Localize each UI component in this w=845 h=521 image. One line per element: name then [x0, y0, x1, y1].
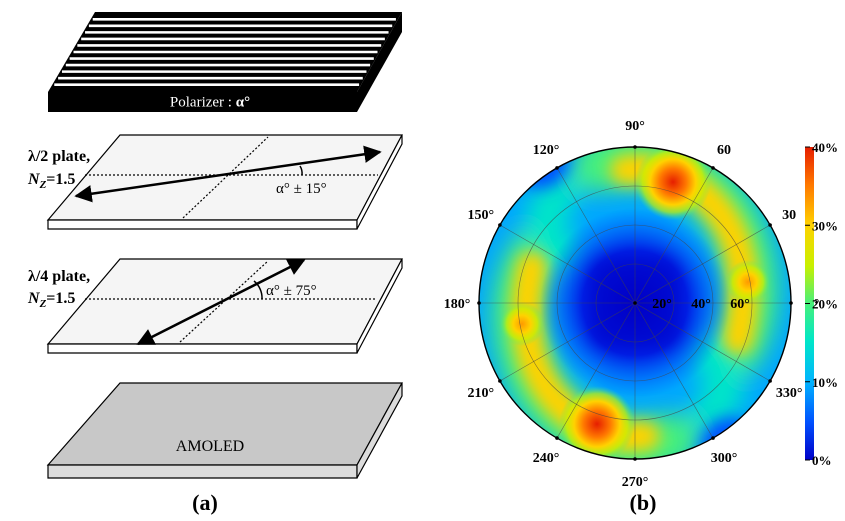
polar-grid-spoke	[556, 302, 636, 439]
amoled-side-face	[356, 382, 403, 479]
polar-angle-label: 270°	[622, 475, 649, 490]
polar-grid-spoke	[634, 302, 714, 439]
polar-angle-tick	[633, 457, 637, 461]
polar-angle-tick	[555, 436, 559, 440]
cyan-band-lower	[690, 331, 744, 436]
polar-radial-label: 20°	[652, 297, 672, 312]
half-wave-plate-axis-arrow	[74, 145, 382, 203]
half-wave-plate-top-face	[46, 134, 403, 221]
polar-angle-label: 60	[717, 143, 731, 158]
polarizer-label: Polarizer : α°	[170, 95, 250, 111]
panel-b-caption: (b)	[630, 490, 657, 515]
polar-angle-tick	[555, 166, 559, 170]
polar-angle-labels: 0°306090°120°150°180°210°240°270°300°330…	[444, 119, 820, 490]
polar-grid-spoke	[499, 224, 636, 304]
polarizer-side-face	[357, 12, 402, 112]
polar-angle-tick	[711, 166, 715, 170]
quarter-wave-plate-top-face	[46, 258, 403, 345]
half-wave-plate-nz-sub: Z	[39, 179, 47, 191]
quarter-wave-plate-nz: NZ=1.5	[27, 290, 75, 310]
hotspot-lower-left	[559, 386, 635, 459]
colorbar-tick-label: 20%	[812, 297, 838, 312]
polar-angle-tick	[633, 145, 637, 149]
colorbar: 0% 10% 20% 30% 40%	[805, 140, 838, 468]
panel-a-caption: (a)	[192, 490, 218, 515]
amoled-layer: AMOLED	[46, 382, 404, 479]
quarter-wave-plate-nz-sub: Z	[39, 298, 47, 310]
polar-angle-label: 330°	[776, 386, 803, 401]
quarter-wave-plate-angle-label: α° ± 75°	[266, 283, 317, 299]
quarter-wave-plate-front-face	[47, 343, 358, 354]
polar-angle-tick	[789, 301, 793, 305]
half-wave-plate-nz: NZ=1.5	[27, 171, 75, 191]
polar-angle-label: 180°	[444, 297, 471, 312]
cyan-band-upper	[526, 170, 580, 275]
polar-angle-tick	[498, 379, 502, 383]
polar-grid-spoke	[634, 224, 771, 304]
colorbar-tick-label: 30%	[812, 218, 838, 233]
polar-grid	[479, 147, 791, 459]
half-wave-plate-nz-symbol: N	[27, 171, 41, 188]
polar-grid-spoke	[556, 167, 636, 304]
polarizer-label-prefix: Polarizer :	[170, 95, 236, 111]
half-wave-plate-title: λ/2 plate,	[28, 148, 90, 165]
polar-angle-label: 210°	[468, 386, 495, 401]
polar-grid-spoke	[634, 167, 714, 304]
polar-angle-tick	[768, 223, 772, 227]
polar-angle-label: 300°	[711, 451, 738, 466]
half-wave-plate-nz-value: =1.5	[46, 171, 75, 188]
polar-angle-label: 150°	[468, 208, 495, 223]
polar-angle-tick	[477, 301, 481, 305]
polarizer-front-face	[48, 92, 357, 112]
polar-radial-labels: 20° 40° 60°	[652, 297, 750, 312]
polar-center-dot	[633, 301, 637, 305]
polar-grid-spoke	[634, 302, 771, 382]
amoled-label: AMOLED	[176, 438, 244, 455]
polar-angle-tick	[498, 223, 502, 227]
colorbar-tick-label: 0%	[812, 453, 832, 468]
polar-angle-tick	[711, 436, 715, 440]
polar-grid-spoke	[499, 302, 636, 382]
half-wave-plate-angle-arc	[299, 165, 303, 176]
quarter-wave-plate-angle-arc	[253, 280, 263, 300]
polar-heatmap: 0°306090°120°150°180°210°240°270°300°330…	[444, 119, 820, 490]
quarter-wave-plate-nz-value: =1.5	[46, 290, 75, 307]
half-wave-plate-angle-label: α° ± 15°	[276, 181, 327, 197]
quarter-wave-plate-layer: α° ± 75° λ/4 plate, NZ=1.5	[27, 258, 403, 354]
quarter-wave-plate-nz-symbol: N	[27, 290, 41, 307]
polarizer-label-angle: α°	[236, 95, 250, 111]
amoled-front-face	[47, 464, 358, 479]
polar-radial-label: 40°	[691, 297, 711, 312]
hotspot-upper-right	[635, 147, 711, 220]
quarter-wave-plate-axis-arrow	[136, 258, 306, 346]
panel-b: 0°306090°120°150°180°210°240°270°300°330…	[444, 119, 838, 515]
polarizer-layer: Polarizer : α°	[48, 12, 402, 112]
hotspot-right	[726, 260, 770, 304]
polar-angle-label: 240°	[533, 451, 560, 466]
polar-angle-label: 30	[782, 208, 796, 223]
hotspot-left	[500, 302, 544, 346]
quarter-wave-plate-title: λ/4 plate,	[28, 268, 90, 285]
half-wave-plate-front-face	[47, 219, 358, 230]
colorbar-tick-label: 40%	[812, 140, 838, 155]
polar-angle-label: 120°	[533, 143, 560, 158]
colorbar-ticks: 0% 10% 20% 30% 40%	[805, 140, 838, 468]
polar-heatmap-fill	[479, 147, 791, 459]
quarter-wave-plate-side-face	[356, 258, 403, 354]
panel-a: Polarizer : α° α° ± 15° λ/2 plate, NZ=1.…	[27, 12, 404, 515]
polar-angle-tick	[768, 379, 772, 383]
half-wave-plate-layer: α° ± 15° λ/2 plate, NZ=1.5	[27, 134, 403, 230]
polar-radial-label: 60°	[730, 297, 750, 312]
colorbar-tick-label: 10%	[812, 375, 838, 390]
polar-angle-label: 90°	[625, 119, 645, 134]
polarizer-grating	[54, 17, 396, 87]
